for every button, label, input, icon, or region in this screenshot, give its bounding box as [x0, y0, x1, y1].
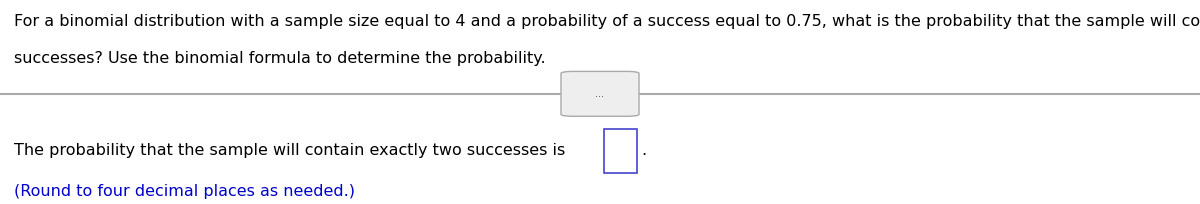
- FancyBboxPatch shape: [562, 71, 640, 116]
- Text: ...: ...: [595, 89, 605, 99]
- Text: .: .: [641, 143, 646, 158]
- Text: The probability that the sample will contain exactly two successes is: The probability that the sample will con…: [14, 143, 565, 158]
- FancyBboxPatch shape: [604, 129, 637, 173]
- Text: (Round to four decimal places as needed.): (Round to four decimal places as needed.…: [14, 184, 355, 199]
- Text: For a binomial distribution with a sample size equal to 4 and a probability of a: For a binomial distribution with a sampl…: [14, 14, 1200, 29]
- Text: successes? Use the binomial formula to determine the probability.: successes? Use the binomial formula to d…: [14, 51, 546, 66]
